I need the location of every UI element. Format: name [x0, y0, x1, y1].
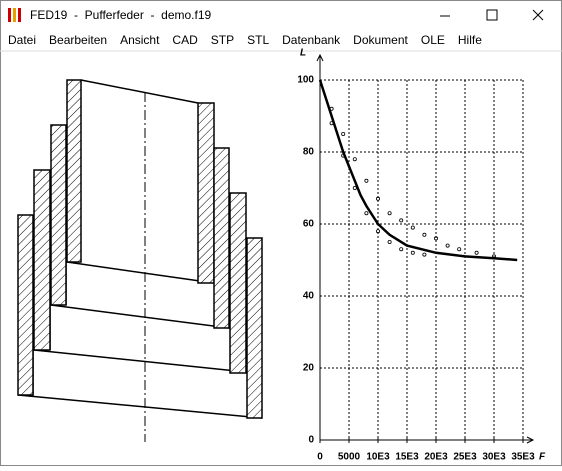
- menu-item[interactable]: Datenbank: [282, 33, 341, 47]
- menu-item[interactable]: STP: [211, 33, 234, 47]
- menu-item[interactable]: Hilfe: [458, 33, 482, 47]
- measured-point: [433, 236, 438, 241]
- close-button[interactable]: [532, 9, 544, 21]
- measured-point: [410, 225, 415, 230]
- measured-point: [399, 247, 404, 252]
- measured-point: [387, 239, 392, 244]
- menu-item[interactable]: Datei: [8, 33, 36, 47]
- x-axis: [320, 436, 535, 444]
- menu-item[interactable]: STL: [247, 33, 269, 47]
- x-tick-label: 10E3: [366, 452, 390, 463]
- x-tick-label: 15E3: [395, 452, 419, 463]
- menu-item[interactable]: Ansicht: [120, 33, 160, 47]
- curve: [318, 79, 518, 262]
- measured-point: [375, 229, 380, 234]
- measured-point: [341, 153, 346, 158]
- app-icon: [8, 8, 21, 22]
- x-axis-label: F: [539, 452, 546, 463]
- x-tick-label: 20E3: [424, 452, 448, 463]
- y-tick-label: 0: [308, 435, 314, 446]
- menu-item[interactable]: OLE: [421, 33, 445, 47]
- menu-item[interactable]: Dokument: [353, 33, 408, 47]
- measured-point: [352, 185, 357, 190]
- y-tick-label: 100: [297, 75, 314, 86]
- x-tick-label: 35E3: [511, 452, 535, 463]
- measured-point: [375, 196, 380, 201]
- y-tick-label: 20: [303, 363, 315, 374]
- y-axis-label: L: [300, 48, 306, 59]
- y-tick-label: 40: [303, 291, 315, 302]
- measured-point: [352, 157, 357, 162]
- y-axis: [316, 53, 324, 440]
- menu-item[interactable]: Bearbeiten: [49, 33, 107, 47]
- measured-point: [422, 232, 427, 237]
- x-tick-label: 25E3: [453, 452, 477, 463]
- measured-point: [364, 211, 369, 216]
- measured-point: [387, 211, 392, 216]
- measured-point: [329, 121, 334, 126]
- window-title: FED19 - Pufferfeder - demo.f19: [30, 8, 212, 22]
- spring-drawing: [17, 79, 263, 442]
- x-tick-label: 0: [317, 452, 323, 463]
- measured-point: [341, 131, 346, 136]
- chart: 0 20 40 60 80 100 0 5000 10E3 15E3 20E3 25E3 30E3 35E…: [297, 48, 546, 463]
- measured-point: [329, 106, 334, 111]
- x-tick-label: 30E3: [482, 452, 506, 463]
- maximize-button[interactable]: [486, 9, 498, 21]
- measured-point: [457, 247, 462, 252]
- menu-bar: Datei Bearbeiten Ansicht CAD STP STL Datenbank…: [8, 33, 482, 47]
- y-tick-label: 60: [303, 219, 315, 230]
- measured-point: [422, 252, 427, 257]
- menu-item[interactable]: CAD: [172, 33, 198, 47]
- measured-point: [399, 218, 404, 223]
- y-tick-label: 80: [303, 147, 315, 158]
- measured-point: [445, 243, 450, 248]
- measured-point: [491, 254, 496, 259]
- x-tick-label: 5000: [338, 452, 361, 463]
- measured-point: [410, 250, 415, 255]
- measured-point: [474, 250, 479, 255]
- measured-point: [364, 178, 369, 183]
